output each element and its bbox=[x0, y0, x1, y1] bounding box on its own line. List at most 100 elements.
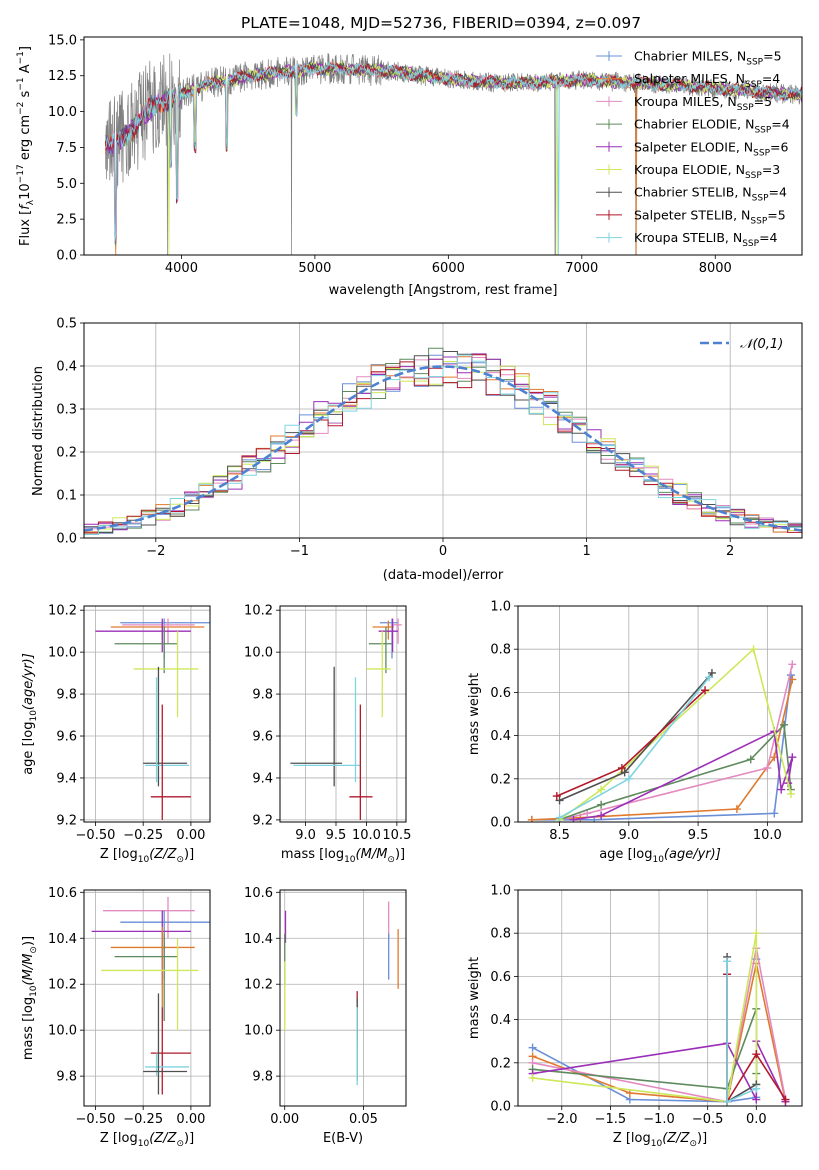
y-tick-label: 9.6 bbox=[252, 730, 273, 745]
y-tick-label: 0.2 bbox=[56, 446, 77, 461]
residuals-plot-area bbox=[84, 347, 802, 535]
series-line bbox=[559, 723, 792, 821]
y-tick-label: 10.4 bbox=[48, 932, 77, 947]
x-axis-label: Z [log10(Z/Z⊙)] bbox=[100, 847, 194, 865]
mass-vs-EBV-axes: 0.00 0.05 9.8 10.0 10.2 10.4 10.6 E(B-V) bbox=[244, 886, 407, 1146]
model-spectrum-line bbox=[105, 61, 802, 255]
gaussian-reference-curve bbox=[84, 365, 802, 532]
y-tick-label: 9.4 bbox=[56, 771, 77, 786]
legend-label: Salpeter STELIB, NSSP=5 bbox=[634, 207, 786, 226]
series-marker bbox=[781, 1095, 790, 1104]
x-tick-label: 0.0 bbox=[746, 1112, 767, 1127]
y-tick-label: 10.0 bbox=[48, 105, 77, 120]
x-tick-label: 0 bbox=[439, 544, 447, 559]
mass-vs-EBV-panel: 0.00 0.05 9.8 10.0 10.2 10.4 10.6 E(B-V) bbox=[244, 886, 407, 1146]
series-marker bbox=[617, 764, 626, 772]
series-marker bbox=[527, 815, 536, 822]
mass-vs-Z-frame bbox=[83, 889, 211, 1107]
series-line bbox=[532, 1008, 758, 1090]
mass-weight-series bbox=[555, 645, 795, 822]
y-tick-label: 9.8 bbox=[56, 1070, 77, 1085]
error-bar-point bbox=[95, 618, 191, 653]
x-tick-label: 0.05 bbox=[349, 1112, 378, 1127]
series-marker bbox=[597, 785, 606, 794]
spectrum-panel: PLATE=1048, MJD=52736, FIBERID=0394, z=0… bbox=[16, 14, 803, 298]
massweight-vs-Z-axes: −2.0 −1.5 −1.0 −0.5 0.0 0.0 0.2 0.4 0.6 0.8 1.0 Z [… bbox=[467, 884, 803, 1149]
mass-vs-EBV-frame bbox=[279, 889, 407, 1107]
y-tick-label: 10.2 bbox=[48, 978, 77, 993]
y-axis-label: mass weight bbox=[467, 673, 482, 755]
series-marker bbox=[752, 1050, 761, 1059]
series-marker bbox=[786, 789, 795, 798]
y-tick-label: 0.4 bbox=[56, 360, 77, 375]
series-marker bbox=[583, 809, 592, 818]
spectrum-frame bbox=[83, 36, 803, 256]
x-tick-label: 8000 bbox=[699, 261, 732, 276]
mass-vs-Z-grid bbox=[84, 890, 210, 1106]
series-line bbox=[532, 948, 787, 1103]
legend-item: Kroupa STELIB, NSSP=4 bbox=[596, 230, 778, 249]
x-tick-label: −0.5 bbox=[692, 1112, 724, 1127]
x-tick-label: 10.0 bbox=[352, 828, 381, 843]
error-bar-point bbox=[143, 993, 188, 1095]
legend: Chabrier MILES, NSSP=5 Salpeter MILES, NS… bbox=[596, 49, 790, 249]
series-line bbox=[573, 730, 794, 821]
series-marker bbox=[555, 813, 564, 822]
y-tick-label: 0.2 bbox=[490, 1056, 511, 1071]
y-tick-label: 0.2 bbox=[490, 772, 511, 787]
series-marker bbox=[723, 957, 732, 966]
legend-item: Chabrier MILES, NSSP=5 bbox=[596, 49, 782, 68]
model-spectrum-line bbox=[167, 60, 802, 255]
y-axis-label: mass [log10(M/M⊙)] bbox=[21, 936, 39, 1060]
y-tick-label: 9.8 bbox=[252, 1070, 273, 1085]
error-bar-point bbox=[290, 666, 343, 787]
error-bar-point bbox=[120, 910, 210, 980]
y-tick-label: 0.4 bbox=[490, 729, 511, 744]
error-bar-point bbox=[349, 704, 373, 820]
y-tick-label: 1.0 bbox=[490, 600, 511, 615]
error-bar-point bbox=[150, 704, 191, 820]
y-tick-label: 0.0 bbox=[490, 1100, 511, 1115]
mass-vs-Z-panel: −0.50 −0.25 0.00 9.8 10.0 10.2 10.4 10.6 Z [log1… bbox=[21, 886, 211, 1149]
x-tick-label: 9.5 bbox=[326, 828, 347, 843]
legend-label: Chabrier ELODIE, NSSP=4 bbox=[634, 117, 790, 136]
x-tick-label: −1 bbox=[290, 544, 309, 559]
x-tick-label: 0.00 bbox=[176, 828, 205, 843]
series-marker bbox=[597, 800, 606, 809]
error-bar-point bbox=[293, 677, 361, 783]
x-tick-label: 2 bbox=[726, 544, 734, 559]
x-tick-label: 0.00 bbox=[176, 1112, 205, 1127]
error-bar-point bbox=[368, 626, 392, 674]
x-tick-label: −0.25 bbox=[123, 828, 163, 843]
y-tick-label: 10.2 bbox=[48, 604, 77, 619]
series-line bbox=[559, 664, 794, 821]
y-tick-label: 0.8 bbox=[490, 927, 511, 942]
legend-item: Salpeter MILES, NSSP=4 bbox=[596, 71, 780, 90]
series-marker bbox=[569, 815, 578, 822]
age-vs-Z-axes: −0.50 −0.25 0.00 9.2 9.4 9.6 9.8 10.0 10.2 Z [log… bbox=[21, 604, 211, 865]
legend-item: Kroupa ELODIE, NSSP=3 bbox=[596, 162, 780, 181]
y-tick-label: 10.0 bbox=[244, 1024, 273, 1039]
legend-label: Kroupa MILES, NSSP=5 bbox=[634, 94, 772, 113]
y-tick-label: 10.4 bbox=[244, 932, 273, 947]
error-bar-point bbox=[103, 896, 195, 939]
mass-vs-Z-plot-area bbox=[91, 896, 210, 1095]
y-tick-label: 0.0 bbox=[490, 816, 511, 831]
series-marker bbox=[770, 809, 779, 818]
y-axis-label: mass weight bbox=[467, 957, 482, 1039]
series-line bbox=[559, 676, 710, 819]
error-bar-point bbox=[372, 620, 394, 640]
x-tick-label: 5000 bbox=[298, 261, 331, 276]
x-tick-label: −0.50 bbox=[76, 1112, 116, 1127]
y-axis-label: age [log10(age/yr)] bbox=[21, 653, 39, 775]
series-marker bbox=[749, 645, 758, 654]
y-tick-label: 0.3 bbox=[56, 403, 77, 418]
mass-weight-series bbox=[527, 671, 795, 822]
y-tick-label: 10.6 bbox=[48, 886, 77, 901]
y-tick-label: 9.8 bbox=[56, 688, 77, 703]
x-tick-label: −1.0 bbox=[643, 1112, 675, 1127]
series-marker bbox=[620, 768, 629, 777]
massweight-vs-age-axes: 8.5 9.0 9.5 10.0 0.0 0.2 0.4 0.6 0.8 1.0 age [log1… bbox=[467, 600, 803, 865]
